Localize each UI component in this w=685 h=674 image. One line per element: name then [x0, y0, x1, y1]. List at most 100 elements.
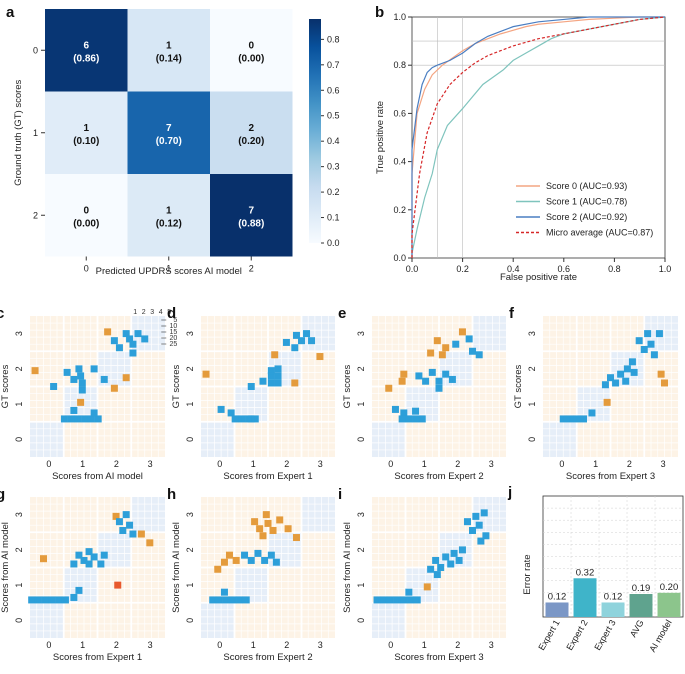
score-cell: [63, 602, 98, 638]
y-tick-label: 0: [185, 437, 195, 442]
score-cell: [472, 421, 506, 457]
score-cell: [234, 316, 268, 352]
y-tick-label: 1: [527, 402, 537, 407]
data-marker: [427, 349, 435, 357]
score-cell: [131, 497, 165, 533]
data-marker: [442, 553, 450, 561]
score-cell: [576, 316, 611, 352]
roc-curve-panel: b 0.0 0.2 0.4 0.6 0.8 1.0 0.0 0.2 0.4 0.6 0.8 1.0 Fal…: [375, 4, 671, 283]
data-marker: [67, 415, 75, 423]
cell-count: 1: [166, 40, 172, 51]
x-tick-label: 1.0: [659, 264, 672, 274]
x-tick-label: 1: [80, 640, 85, 650]
data-marker: [292, 331, 300, 339]
score-cell: [610, 386, 645, 422]
panel-label-c: c: [0, 305, 4, 322]
data-marker: [146, 539, 154, 547]
data-marker: [85, 560, 93, 568]
data-marker: [256, 525, 264, 533]
bar: [629, 594, 653, 617]
score-cell: [301, 386, 335, 422]
data-marker: [28, 596, 36, 604]
score-cell: [543, 421, 577, 457]
cell-proportion: (0.14): [156, 53, 182, 64]
data-marker: [282, 338, 290, 346]
score-cell: [301, 567, 335, 603]
data-marker: [458, 546, 466, 554]
data-marker: [391, 405, 399, 413]
data-marker: [655, 330, 663, 338]
x-tick-label: 0: [217, 459, 222, 469]
data-marker: [480, 509, 488, 517]
y-tick-label: 1: [185, 402, 195, 407]
roc-series-line: [411, 16, 666, 258]
roc-series-line: [411, 16, 665, 258]
data-marker: [122, 374, 130, 382]
cell-proportion: (0.88): [238, 218, 264, 229]
roc-series-line: [411, 16, 666, 258]
score-cell: [63, 421, 98, 457]
data-marker: [415, 372, 423, 380]
data-marker: [75, 365, 83, 373]
x-tick-label: 0: [559, 459, 564, 469]
data-marker: [398, 415, 406, 423]
y-tick-label: 2: [356, 547, 366, 552]
y-tick-label: 2: [14, 547, 24, 552]
data-marker: [308, 337, 316, 345]
data-marker: [81, 415, 89, 423]
data-marker: [400, 409, 408, 417]
score-cell: [543, 351, 577, 387]
score-cell: [301, 497, 335, 533]
data-marker: [61, 596, 69, 604]
data-marker: [433, 571, 441, 579]
agreement-scatter-panel-h: h 0 0 1 1 2 2 3 3 Scores from Expert 2 Scores from…: [167, 486, 335, 663]
y-tick-label: 0: [33, 45, 38, 55]
data-marker: [622, 377, 630, 385]
error-rate-bar-panel: j 0.12 Expert 1 0.32 Expert 2 0.12 Expert 3 0.1…: [507, 484, 684, 654]
colorbar-tick-label: 0.5: [327, 111, 340, 121]
data-marker: [272, 558, 280, 566]
panel-label-e: e: [338, 305, 346, 322]
data-marker: [657, 370, 665, 378]
cell-proportion: (0.00): [238, 53, 264, 64]
bar: [545, 602, 569, 617]
size-legend-side-label: 5: [173, 317, 177, 324]
data-marker: [559, 415, 567, 423]
y-tick-label: 0.4: [393, 157, 406, 167]
score-cell: [97, 602, 132, 638]
score-cell: [131, 386, 165, 422]
x-tick-label: 0.6: [558, 264, 571, 274]
data-marker: [475, 351, 483, 359]
x-tick-label: 3: [489, 640, 494, 650]
size-legend-top-label: 2: [142, 309, 146, 316]
data-marker: [393, 596, 401, 604]
bar-category-label: Expert 3: [592, 618, 617, 652]
data-marker: [644, 330, 652, 338]
x-tick-label: 3: [318, 640, 323, 650]
size-legend-side-label: 20: [169, 335, 177, 342]
y-tick-label: 0: [185, 618, 195, 623]
data-marker: [70, 560, 78, 568]
x-axis-label: Predicted UPDRS scores AI model: [96, 266, 242, 277]
data-marker: [292, 534, 300, 542]
data-marker: [262, 511, 270, 519]
data-marker: [469, 347, 476, 355]
size-legend-side-label: 25: [169, 341, 177, 348]
y-tick-label: 1: [185, 583, 195, 588]
y-axis-label: GT scores: [342, 364, 353, 408]
data-marker: [242, 596, 250, 604]
data-marker: [40, 555, 47, 563]
data-marker: [100, 375, 108, 383]
data-marker: [90, 365, 98, 373]
score-cell: [131, 351, 165, 387]
data-marker: [452, 340, 460, 348]
data-marker: [400, 370, 408, 378]
x-tick-label: 0: [46, 640, 51, 650]
size-legend-top-label: 5: [167, 309, 171, 316]
agreement-scatter-panel-f: f 0 0 1 1 2 2 3 3 Scores from Expert 3 GT scores: [509, 305, 678, 482]
score-cell: [439, 497, 473, 533]
score-cell: [576, 351, 611, 387]
score-cell: [610, 316, 645, 352]
legend-label: Score 1 (AUC=0.78): [546, 197, 627, 207]
data-marker: [110, 384, 118, 392]
